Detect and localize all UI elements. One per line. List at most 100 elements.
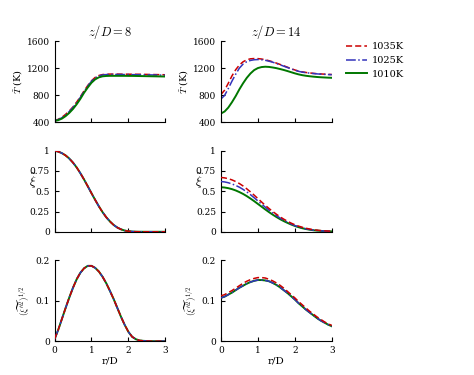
Title: $z/D = 14$: $z/D = 14$ (251, 23, 301, 41)
1035K (296, 69, 301, 73)
Y-axis label: $(\widetilde{\xi^{\prime\prime 2}})^{1/2}$: $(\widetilde{\xi^{\prime\prime 2}})^{1/2… (16, 285, 33, 316)
1010K (325, 75, 331, 80)
1035K (329, 72, 335, 77)
Y-axis label: $\tilde{T}$ (K): $\tilde{T}$ (K) (177, 69, 190, 94)
1010K (233, 94, 238, 98)
1010K (263, 64, 268, 69)
1035K (310, 71, 316, 76)
1035K (284, 65, 290, 69)
1025K (329, 72, 335, 77)
1025K (273, 61, 279, 66)
1025K (314, 72, 320, 76)
1035K (314, 71, 320, 76)
1010K (266, 64, 272, 69)
1010K (259, 65, 264, 69)
Legend: 1035K, 1025K, 1010K: 1035K, 1025K, 1010K (346, 42, 404, 79)
1010K (222, 109, 228, 114)
1035K (251, 56, 257, 61)
1025K (240, 62, 246, 66)
1025K (218, 97, 224, 101)
1035K (237, 63, 242, 67)
1010K (247, 71, 253, 76)
1025K (255, 57, 261, 62)
1025K (237, 66, 242, 70)
1025K (292, 68, 298, 72)
1035K (259, 57, 264, 61)
1025K (222, 93, 228, 98)
Line: 1025K: 1025K (221, 60, 332, 99)
1010K (244, 76, 250, 80)
1025K (263, 58, 268, 63)
Line: 1035K: 1035K (221, 58, 332, 94)
1025K (303, 70, 309, 75)
Y-axis label: $\tilde{\xi}$: $\tilde{\xi}$ (28, 172, 36, 191)
1025K (226, 86, 231, 91)
1010K (321, 75, 327, 80)
1010K (240, 81, 246, 86)
1010K (281, 68, 287, 72)
1010K (270, 65, 275, 70)
1035K (288, 66, 294, 71)
1010K (277, 67, 283, 71)
1035K (270, 60, 275, 64)
1025K (296, 69, 301, 74)
1035K (244, 57, 250, 62)
1010K (229, 100, 235, 105)
1025K (284, 65, 290, 70)
1025K (244, 60, 250, 64)
1035K (277, 62, 283, 67)
1010K (288, 70, 294, 75)
1025K (310, 71, 316, 76)
1035K (229, 74, 235, 78)
1035K (318, 72, 324, 76)
1025K (300, 70, 305, 74)
1010K (292, 71, 298, 76)
1010K (237, 87, 242, 92)
1025K (318, 72, 324, 76)
Y-axis label: $(\widetilde{\xi^{\prime\prime 2}})^{1/2}$: $(\widetilde{\xi^{\prime\prime 2}})^{1/2… (182, 285, 199, 316)
1010K (307, 74, 312, 78)
1025K (277, 63, 283, 67)
1025K (307, 71, 312, 75)
Title: $z/D = 8$: $z/D = 8$ (88, 23, 132, 41)
1035K (240, 60, 246, 64)
1035K (247, 57, 253, 61)
1010K (296, 72, 301, 76)
1010K (318, 75, 324, 80)
1035K (321, 72, 327, 76)
1025K (233, 72, 238, 76)
1035K (266, 58, 272, 63)
X-axis label: r/D: r/D (268, 357, 285, 366)
1010K (284, 69, 290, 73)
1025K (281, 64, 287, 68)
1035K (307, 71, 312, 75)
1035K (218, 92, 224, 97)
1010K (300, 73, 305, 77)
1010K (251, 68, 257, 72)
1035K (233, 68, 238, 72)
1025K (325, 72, 331, 77)
1025K (321, 72, 327, 76)
1025K (251, 57, 257, 62)
1035K (222, 88, 228, 93)
1010K (273, 66, 279, 70)
1025K (247, 58, 253, 63)
1025K (266, 59, 272, 63)
Y-axis label: $\tilde{\xi}$: $\tilde{\xi}$ (195, 172, 202, 191)
1035K (281, 63, 287, 68)
1010K (218, 111, 224, 116)
1035K (263, 57, 268, 62)
1035K (226, 81, 231, 86)
Line: 1010K: 1010K (221, 67, 332, 114)
1035K (292, 68, 298, 72)
X-axis label: r/D: r/D (101, 357, 118, 366)
1010K (255, 66, 261, 70)
1035K (303, 70, 309, 75)
1025K (270, 60, 275, 64)
1010K (314, 75, 320, 79)
1010K (310, 74, 316, 79)
1010K (226, 105, 231, 110)
1025K (288, 67, 294, 71)
1035K (273, 61, 279, 65)
1025K (259, 57, 264, 62)
